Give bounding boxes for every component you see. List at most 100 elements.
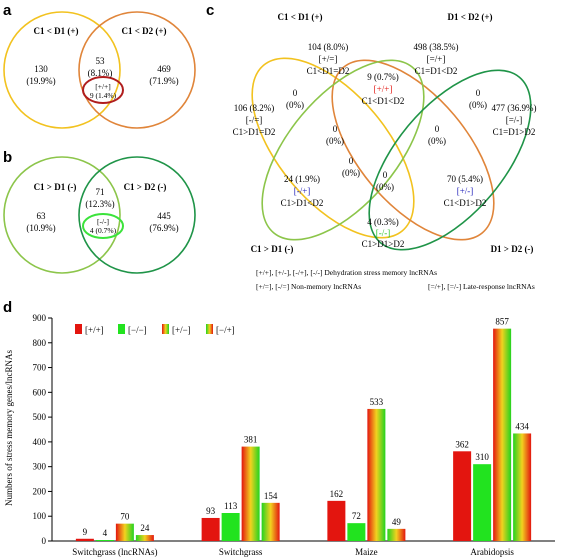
venn-c-ellipse-c1-gt-d1 [261,59,425,241]
y-tick-label: 500 [33,412,47,422]
legend-swatch [162,324,169,334]
y-tick-label: 900 [33,313,47,323]
venn-c-r4-tag: [=/-] [506,115,523,125]
venn-c-r8-count: 4 (0.3%) [367,217,399,227]
venn-c-r1-rule: C1<D1=D2 [307,66,350,76]
bar [135,535,154,541]
panel-label-d: d [3,299,12,316]
venn-c-r7-rule: C1<D1>D2 [444,198,487,208]
bar [241,446,260,541]
bar-value-label: 9 [83,527,88,537]
venn-c-r1-count: 104 (8.0%) [308,42,349,52]
bar [367,408,386,541]
venn-b-subset-tag: [-/-] [97,217,109,226]
bar [473,464,492,541]
venn-c-z5-count: 0 [349,156,354,166]
venn-c-r7-tag: [+/-] [457,186,474,196]
bar-chart: d Numbers of stress memory genes/lncRNAs… [3,299,555,557]
venn-a-right-circle [78,11,196,129]
venn-c-r2-count: 498 (38.5%) [414,42,459,52]
venn-c-z6-pct: (0%) [376,182,394,192]
y-tick-label: 0 [42,536,47,546]
venn-c-r2-rule: C1=D1<D2 [415,66,458,76]
bar-value-label: 24 [140,523,150,533]
panel-label-c: c [206,2,214,19]
venn-a-right-set-label: C1 < D2 (+) [122,26,167,36]
venn-c-r6-rule: C1>D1<D2 [281,198,324,208]
venn-c-z5-pct: (0%) [342,168,360,178]
venn-c-legend-3: [=/+], [=/-] Late-response lncRNAs [428,282,535,291]
venn-c-z6-count: 0 [383,170,388,180]
y-axis-label: Numbers of stress memory genes/lncRNAs [4,350,14,506]
venn-c-z3-pct: (0%) [326,136,344,146]
bar-value-label: 154 [264,491,278,501]
x-tick-label: Switchgrass [219,547,263,557]
bar-value-label: 113 [224,501,238,511]
x-tick-labels: Switchgrass (lncRNAs) Switchgrass Maize Ara… [72,547,514,557]
venn-c-r4-count: 477 (36.9%) [492,103,537,113]
venn-b-right-count: 445 [157,211,171,221]
y-tick-label: 600 [33,387,47,397]
bar-value-label: 857 [495,317,509,327]
bar-value-label: 49 [392,517,402,527]
venn-a-left-pct: (19.9%) [26,76,55,86]
bar [453,451,472,541]
venn-a-left-circle [3,11,121,129]
bar [387,528,406,541]
venn-b-subset-ellipse [82,213,124,239]
chart-legend: [+/+] [−/−] [+/−] [−/+] [75,324,235,335]
legend-swatch [118,324,125,334]
venn-b-right-pct: (76.9%) [149,223,178,233]
bar [221,513,240,541]
venn-a-left-count: 130 [34,64,48,74]
y-tick-label: 200 [33,486,47,496]
venn-a-subset-value: 9 (1.4%) [90,91,117,100]
y-tick-label: 400 [33,437,47,447]
venn-b-right-circle [78,156,196,274]
bar [347,523,366,541]
venn-a-int-count: 53 [96,56,106,66]
y-tick-label: 800 [33,338,47,348]
venn-c-r8-rule: C1>D1>D2 [362,239,405,249]
venn-c-legend-1: [+/+], [+/-], [-/+], [-/-] Dehydration s… [256,268,437,277]
panel-label-a: a [3,2,12,19]
venn-c-set-1: C1 < D1 (+) [278,12,323,22]
venn-c-r5-tag: [+/+] [374,84,393,94]
venn-c-r4-rule: C1=D1>D2 [493,127,536,137]
x-tick-label: Maize [355,547,378,557]
bar [201,517,220,541]
venn-b-left-set-label: C1 > D1 (-) [34,182,77,192]
venn-c-z4-pct: (0%) [428,136,446,146]
venn-c-z3-count: 0 [333,124,338,134]
bar [75,538,94,541]
venn-b: b C1 > D1 (-) C1 > D2 (-) 63 (10.9%) 71 … [3,149,196,274]
venn-c-r5-count: 9 (0.7%) [367,72,399,82]
venn-b-left-circle [3,156,121,274]
venn-a-right-count: 469 [157,64,171,74]
bar-value-label: 533 [370,397,384,407]
venn-c-z1-count: 0 [293,88,298,98]
venn-a-int-pct: (8.1%) [88,68,113,78]
bar-value-label: 93 [206,506,216,516]
legend-swatch [75,324,82,334]
venn-b-subset-value: 4 (0.7%) [90,226,117,235]
venn-a-left-set-label: C1 < D1 (+) [34,26,79,36]
venn-b-int-pct: (12.3%) [85,199,114,209]
bar-value-label: 381 [244,435,258,445]
panel-label-b: b [3,149,12,166]
x-tick-label: Arabidopsis [470,547,514,557]
bar-value-label: 4 [103,528,108,538]
venn-c-ellipse-c1-lt-d1 [251,57,415,239]
venn-c-z2-pct: (0%) [469,100,487,110]
bar-value-label: 310 [475,452,489,462]
y-axis: 0 100 200 300 400 500 600 700 800 900 [33,313,555,546]
bar-value-label: 70 [120,512,130,522]
bar-value-label: 162 [330,489,344,499]
venn-c-set-2: D1 < D2 (+) [448,12,493,22]
venn-b-int-count: 71 [96,187,105,197]
venn-c-ellipse-d1-lt-d2 [331,59,495,241]
venn-c-z1-pct: (0%) [286,100,304,110]
bars [75,328,532,541]
bar [115,523,134,541]
